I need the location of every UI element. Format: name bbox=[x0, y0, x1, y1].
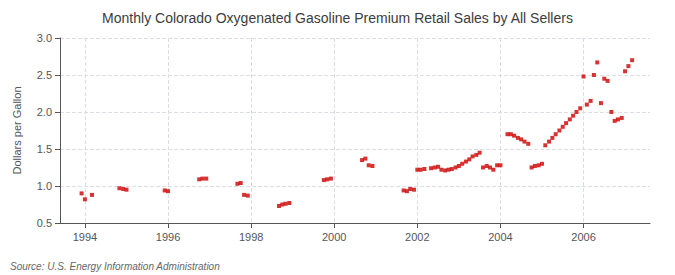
svg-text:1.0: 1.0 bbox=[37, 180, 52, 192]
svg-text:Dollars per Gallon: Dollars per Gallon bbox=[11, 86, 23, 174]
svg-text:3.0: 3.0 bbox=[37, 32, 52, 44]
svg-text:2004: 2004 bbox=[488, 231, 512, 243]
svg-text:Source: U.S. Energy Informatio: Source: U.S. Energy Information Administ… bbox=[10, 261, 220, 272]
svg-text:1998: 1998 bbox=[239, 231, 263, 243]
svg-text:1.5: 1.5 bbox=[37, 143, 52, 155]
svg-text:2000: 2000 bbox=[322, 231, 346, 243]
svg-text:1996: 1996 bbox=[156, 231, 180, 243]
svg-text:1994: 1994 bbox=[73, 231, 97, 243]
svg-text:2.5: 2.5 bbox=[37, 69, 52, 81]
svg-text:2.0: 2.0 bbox=[37, 106, 52, 118]
svg-text:2006: 2006 bbox=[571, 231, 595, 243]
svg-text:Monthly Colorado Oxygenated Ga: Monthly Colorado Oxygenated Gasoline Pre… bbox=[102, 10, 573, 26]
svg-text:2002: 2002 bbox=[405, 231, 429, 243]
svg-text:0.5: 0.5 bbox=[37, 217, 52, 229]
